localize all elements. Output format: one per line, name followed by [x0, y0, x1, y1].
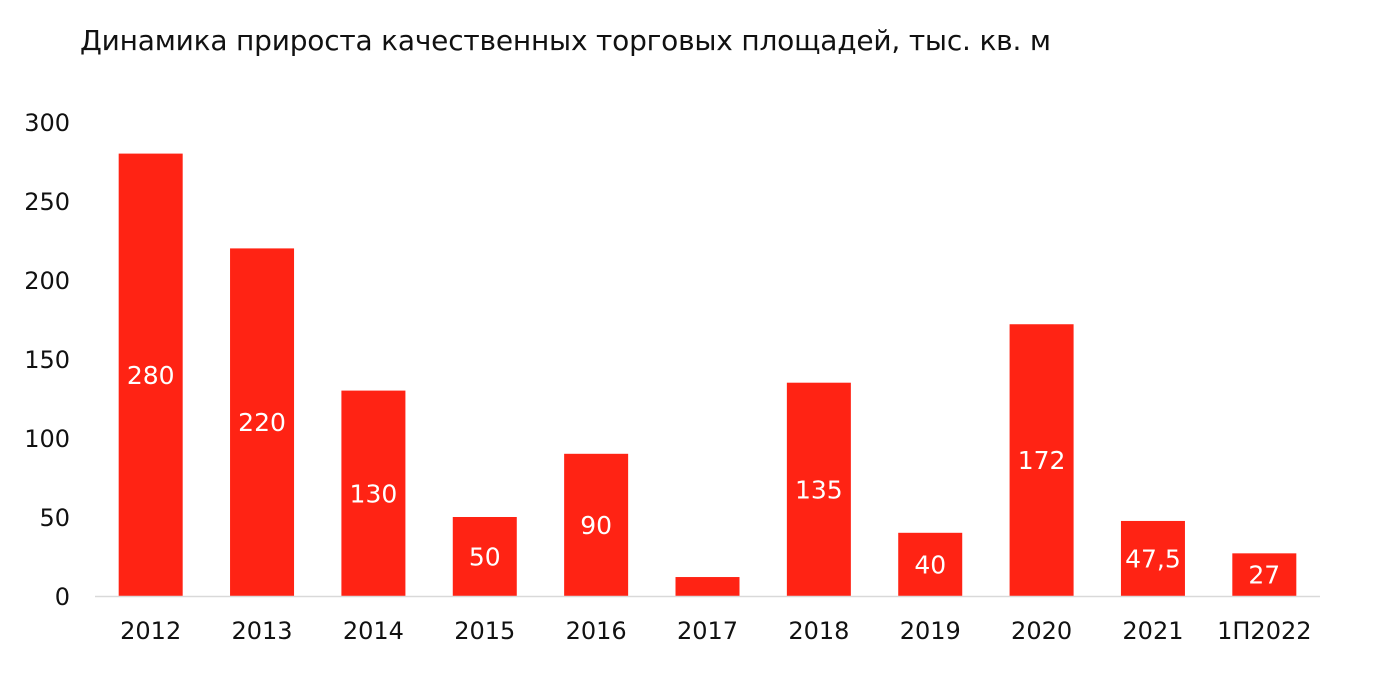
x-tick-label: 2016 — [566, 617, 627, 645]
data-label: 172 — [1018, 446, 1066, 475]
y-tick-label: 300 — [24, 109, 70, 137]
bar — [118, 153, 183, 596]
x-tick-label: 2020 — [1011, 617, 1072, 645]
y-tick-label: 250 — [24, 188, 70, 216]
bar — [230, 248, 295, 596]
bar — [341, 390, 406, 596]
x-tick-label: 2021 — [1122, 617, 1183, 645]
x-tick-label: 2018 — [788, 617, 849, 645]
bar — [1009, 324, 1074, 596]
data-label: 47,5 — [1125, 544, 1181, 573]
x-tick-label: 2013 — [232, 617, 293, 645]
x-tick-label: 2017 — [677, 617, 738, 645]
y-tick-label: 50 — [39, 504, 70, 532]
y-tick-label: 0 — [55, 583, 70, 611]
bar — [452, 517, 517, 596]
x-axis: 2012 2013 2014 2015 2016 2017 2018 2019 2020 2021… — [120, 617, 1311, 645]
x-tick-label: 2012 — [120, 617, 181, 645]
y-tick-label: 100 — [24, 425, 70, 453]
bar — [1120, 520, 1185, 596]
bar — [564, 453, 629, 596]
data-label: 90 — [580, 511, 612, 540]
data-labels-group: 280 220 130 50 90 135 40 172 47,5 27 — [127, 361, 1280, 590]
data-label: 50 — [469, 543, 501, 572]
x-tick-label: 2015 — [454, 617, 515, 645]
chart-title: Динамика прироста качественных торговых … — [80, 24, 1051, 57]
bar — [1232, 553, 1297, 596]
y-axis: 0 50 100 150 200 250 300 — [24, 109, 70, 611]
bars-group — [118, 153, 1297, 596]
data-label: 220 — [238, 408, 286, 437]
x-tick-label: 2014 — [343, 617, 404, 645]
data-label: 27 — [1248, 561, 1280, 590]
bar — [675, 577, 740, 596]
bar — [786, 382, 851, 596]
data-label: 40 — [914, 550, 946, 579]
x-tick-label: 2019 — [900, 617, 961, 645]
y-tick-label: 200 — [24, 267, 70, 295]
data-label: 280 — [127, 361, 175, 390]
data-label: 135 — [795, 475, 843, 504]
y-tick-label: 150 — [24, 346, 70, 374]
x-tick-label: 1П2022 — [1217, 617, 1311, 645]
data-label: 130 — [350, 479, 398, 508]
bar — [898, 532, 963, 596]
